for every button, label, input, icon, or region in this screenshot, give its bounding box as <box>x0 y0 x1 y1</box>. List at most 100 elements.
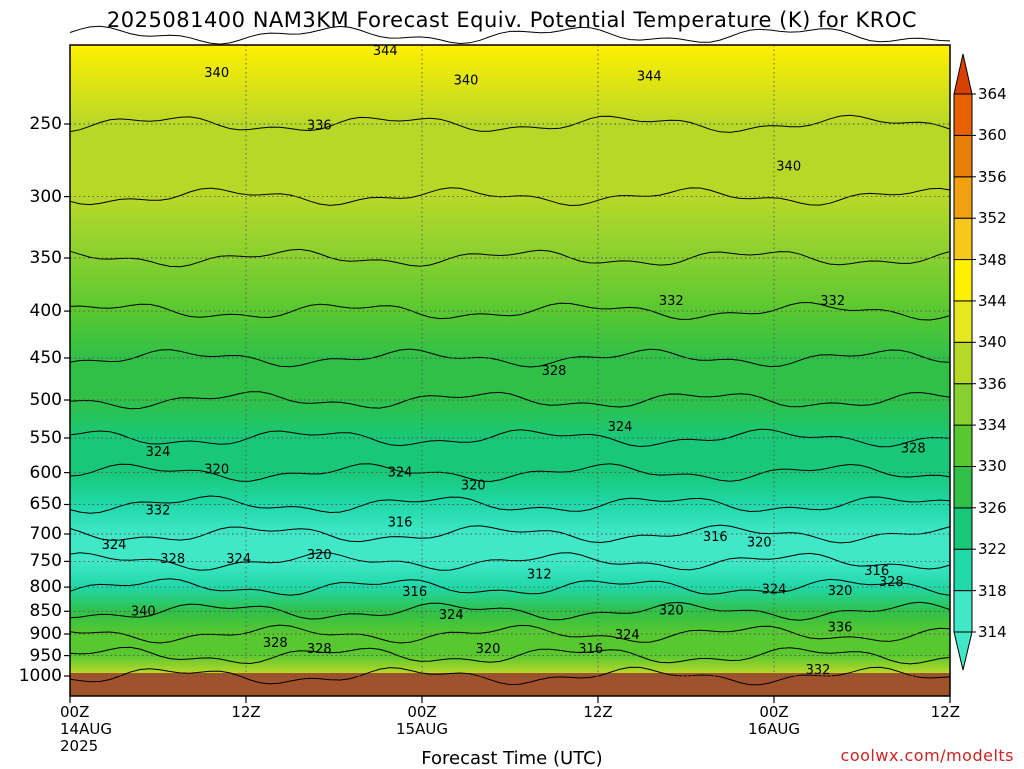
contour-lines <box>69 25 951 686</box>
colorbar-label: 318 <box>978 581 1007 600</box>
y-tick-label: 400 <box>29 301 62 322</box>
colorbar-label: 352 <box>978 209 1007 228</box>
colorbar-segment <box>953 383 973 426</box>
y-ticks <box>64 123 70 677</box>
contour-label: 336 <box>828 620 853 635</box>
contour-label: 324 <box>608 420 633 435</box>
contour-label: 324 <box>146 445 171 460</box>
contour-line <box>69 391 951 410</box>
y-tick-label: 900 <box>29 624 62 645</box>
contour-line <box>69 495 951 514</box>
x-tick-label: 00Z 14AUG 2025 <box>60 703 112 755</box>
contour-label: 320 <box>204 462 229 477</box>
x-ticks <box>69 696 951 703</box>
contour-line <box>69 428 951 448</box>
contour-label: 344 <box>637 70 662 85</box>
y-tick-label: 500 <box>29 390 62 410</box>
credit-link[interactable]: coolwx.com/modelts <box>840 746 1014 765</box>
colorbar-segment <box>953 548 973 592</box>
contour-label: 320 <box>461 479 486 494</box>
colorbar-arrow-high <box>953 53 973 95</box>
contour-label: 332 <box>146 504 171 519</box>
colorbar-segment <box>953 176 973 219</box>
contour-line <box>69 301 951 321</box>
contour-line <box>69 348 951 368</box>
colorbar-segment <box>953 507 973 550</box>
colorbar-segment <box>953 93 973 136</box>
y-tick-label: 950 <box>29 645 62 666</box>
contour-label: 340 <box>131 604 156 619</box>
contour-label: 332 <box>659 294 684 309</box>
colorbar-segment <box>953 466 973 509</box>
contour-label: 316 <box>864 564 889 579</box>
contour-label: 328 <box>263 636 288 651</box>
chart-title: 2025081400 NAM3KM Forecast Equiv. Potent… <box>106 8 918 32</box>
theta-e-field <box>70 45 950 673</box>
gridlines <box>70 45 950 677</box>
x-tick-label: 12Z <box>231 703 261 721</box>
x-tick-label: 12Z <box>583 703 613 721</box>
colorbar-label: 322 <box>978 540 1007 559</box>
contour-label: 324 <box>102 538 127 553</box>
colorbar <box>953 53 976 671</box>
colorbar-label: 348 <box>978 250 1007 269</box>
colorbar-label: 334 <box>978 416 1007 435</box>
colorbar-label: 364 <box>978 85 1007 103</box>
colorbar-label: 360 <box>978 126 1007 145</box>
x-tick-label: 00Z 16AUG <box>748 703 800 738</box>
contour-label: 316 <box>703 530 728 545</box>
y-tick-label: 800 <box>29 577 62 598</box>
contour-line <box>69 248 951 268</box>
colorbar-segment <box>953 134 973 178</box>
contour-label: 320 <box>307 548 332 563</box>
contour-label: 328 <box>160 552 185 567</box>
contour-label: 340 <box>204 66 229 81</box>
contour-label: 324 <box>388 466 413 481</box>
contour-label: 336 <box>307 119 332 134</box>
x-axis-title: Forecast Time (UTC) <box>421 748 603 769</box>
colorbar-arrow-low <box>953 631 973 671</box>
x-tick-label: 00Z 15AUG <box>396 703 448 738</box>
contour-line <box>69 646 951 665</box>
y-tick-label: 550 <box>29 427 62 448</box>
colorbar-segment <box>953 341 973 385</box>
contour-label: 324 <box>615 628 640 643</box>
contour-label: 324 <box>226 552 251 567</box>
contour-label: 320 <box>476 642 501 657</box>
y-tick-label: 300 <box>29 186 62 207</box>
contour-line <box>69 624 951 644</box>
x-tick-label: 12Z <box>930 703 960 721</box>
contour-label: 316 <box>402 585 427 600</box>
y-tick-label: 850 <box>29 601 62 622</box>
contour-label: 340 <box>454 73 479 88</box>
contour-label: 320 <box>659 603 684 618</box>
contour-label: 324 <box>762 583 787 598</box>
colorbar-label: 314 <box>978 623 1007 641</box>
contour-line <box>69 601 951 621</box>
colorbar-segment <box>953 217 973 261</box>
contour-label: 312 <box>527 568 552 583</box>
plot-frame <box>69 44 951 697</box>
contour-label: 344 <box>373 44 398 59</box>
contour-label: 328 <box>879 575 904 590</box>
contour-line <box>69 578 951 596</box>
colorbar-segment <box>953 259 973 302</box>
y-tick-label: 700 <box>29 523 62 544</box>
y-tick-label: 250 <box>29 114 62 134</box>
contour-label: 332 <box>806 663 831 678</box>
contour-label: 332 <box>820 294 845 309</box>
contour-label: 328 <box>901 442 926 457</box>
y-tick-label: 450 <box>29 348 62 369</box>
contour-line <box>69 463 951 483</box>
colorbar-segment <box>953 590 973 633</box>
y-tick-label: 600 <box>29 462 62 483</box>
colorbar-label: 356 <box>978 167 1007 186</box>
colorbar-label: 326 <box>978 498 1007 517</box>
contour-label: 320 <box>747 535 772 550</box>
y-tick-label: 350 <box>29 247 62 268</box>
colorbar-label: 330 <box>978 457 1007 476</box>
contour-label: 340 <box>776 159 801 174</box>
contour-label: 328 <box>307 642 332 657</box>
colorbar-label: 340 <box>978 333 1007 352</box>
